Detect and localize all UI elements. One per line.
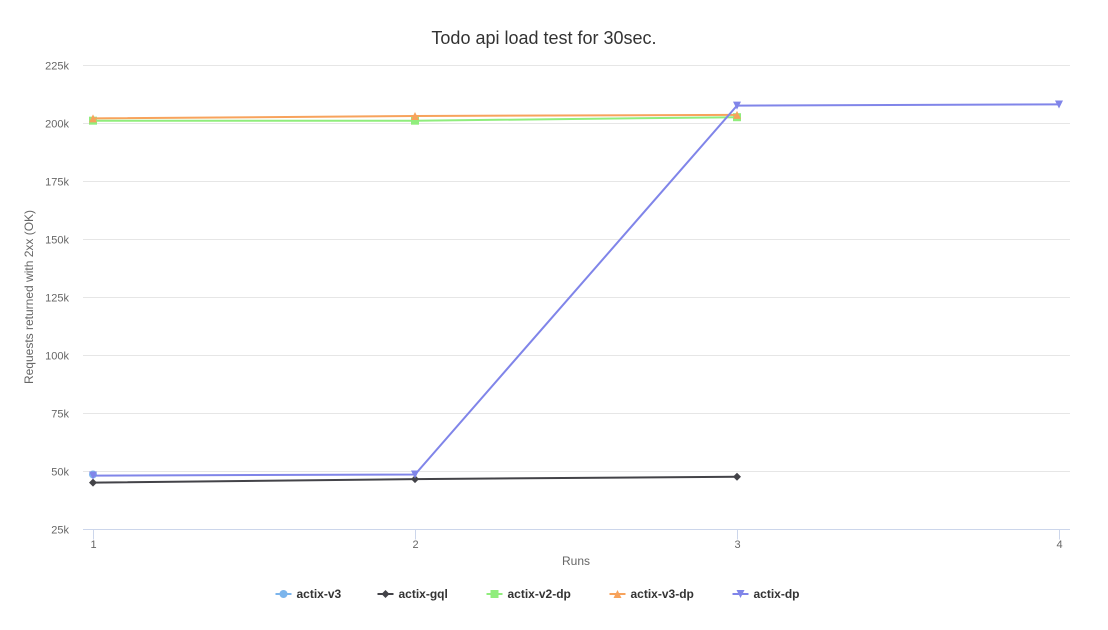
legend-marker-actix-v3-dp (613, 590, 622, 598)
legend-item-actix-v3[interactable]: actix-v3 (275, 587, 342, 601)
y-tick-label: 100k (45, 351, 69, 363)
data-point-actix-v3-dp[interactable] (411, 112, 419, 121)
y-tick-label: 50k (51, 467, 69, 479)
legend-item-actix-dp[interactable]: actix-dp (732, 587, 800, 601)
data-point-actix-gql[interactable] (733, 472, 741, 481)
legend-item-actix-gql[interactable]: actix-gql (377, 587, 448, 601)
data-point-actix-v3-dp[interactable] (733, 110, 741, 119)
legend-marker-actix-dp (736, 590, 745, 598)
x-axis-title: Runs (562, 554, 590, 568)
legend[interactable]: actix-v3 actix-gql actix-v2-dp actix-v3-dp a… (275, 587, 800, 601)
legend-item-actix-v2-dp[interactable]: actix-v2-dp (486, 587, 571, 601)
series-actix-dp (89, 100, 1063, 480)
legend-label: actix-v3 (297, 587, 342, 601)
legend-marker-actix-v2-dp (490, 590, 499, 598)
data-point-actix-dp[interactable] (1055, 100, 1063, 109)
y-tick-label: 125k (45, 293, 69, 305)
x-tick-label: 2 (412, 539, 418, 551)
legend-label: actix-gql (399, 587, 448, 601)
data-point-actix-dp[interactable] (89, 471, 97, 480)
series-group (89, 100, 1063, 487)
data-point-actix-dp[interactable] (733, 101, 741, 110)
series-actix-v3-dp (89, 110, 741, 123)
data-point-actix-gql[interactable] (89, 478, 97, 487)
y-tick-label: 200k (45, 119, 69, 131)
y-tick-label: 150k (45, 235, 69, 247)
legend-item-actix-v3-dp[interactable]: actix-v3-dp (609, 587, 694, 601)
data-point-actix-dp[interactable] (411, 470, 419, 479)
y-tick-label: 175k (45, 177, 69, 189)
legend-label: actix-v3-dp (631, 587, 694, 601)
grid-lines (83, 65, 1070, 472)
data-point-actix-v2-dp[interactable] (411, 116, 419, 125)
x-tick-label: 4 (1056, 539, 1062, 551)
data-point-actix-v3-dp[interactable] (89, 114, 97, 123)
legend-label: actix-v2-dp (508, 587, 571, 601)
legend-marker-actix-gql (381, 590, 390, 598)
chart-title: Todo api load test for 30sec. (431, 28, 656, 48)
data-point-actix-gql[interactable] (411, 475, 419, 484)
y-axis-title: Requests returned with 2xx (OK) (22, 210, 36, 384)
y-tick-label: 225k (45, 61, 69, 73)
legend-marker-actix-v3 (279, 590, 288, 598)
y-tick-label: 25k (51, 525, 69, 537)
y-axis-ticks: 25k 50k 75k 100k 125k 150k 175k 200k 225k (45, 61, 69, 537)
series-actix-gql (89, 472, 741, 487)
legend-label: actix-dp (754, 587, 800, 601)
x-tick-label: 3 (734, 539, 740, 551)
x-axis-ticks: 1 2 3 4 (90, 529, 1063, 551)
series-line-actix-dp[interactable] (92, 103, 1060, 477)
x-tick-label: 1 (90, 539, 96, 551)
y-tick-label: 75k (51, 409, 69, 421)
